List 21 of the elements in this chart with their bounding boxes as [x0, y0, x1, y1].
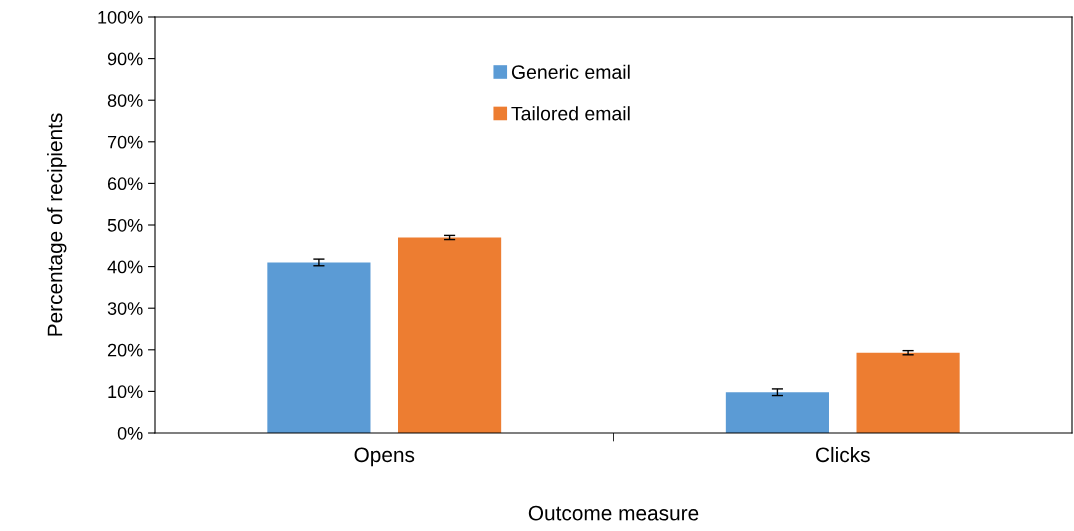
bar [267, 262, 371, 433]
y-tick-label: 30% [107, 302, 143, 315]
legend-label: Generic email [511, 64, 630, 79]
y-tick-label: 10% [108, 385, 143, 399]
y-tick-label: 0% [117, 426, 143, 440]
x-tick-label: Clicks [816, 446, 870, 463]
bar [398, 237, 502, 433]
y-tick-label: 90% [107, 52, 143, 66]
y-tick-label: 40% [107, 260, 143, 274]
x-axis-title: Outcome measure [528, 505, 699, 521]
y-axis-title: Percentage of recipients [47, 113, 67, 336]
y-tick-label: 70% [107, 135, 143, 149]
y-tick-label: 20% [107, 343, 143, 357]
bar [856, 352, 960, 433]
bar [725, 392, 829, 433]
y-tick-label: 60% [107, 177, 143, 191]
y-tick-label: 50% [107, 218, 143, 232]
x-tick-label: Opens [354, 447, 415, 467]
y-tick-label: 80% [107, 94, 143, 107]
y-tick-label: 100% [98, 10, 143, 24]
legend-label: Tailored email [511, 106, 630, 121]
